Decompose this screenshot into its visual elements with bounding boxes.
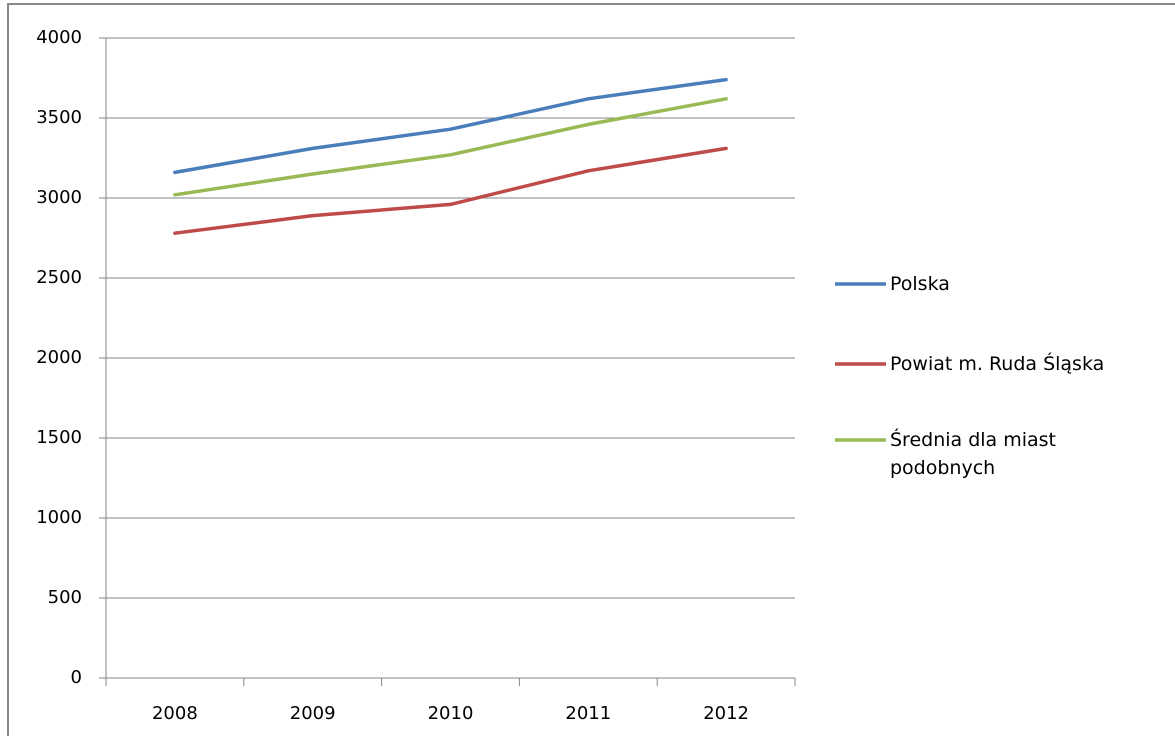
- legend-label: Średnia dla miast podobnych: [890, 429, 1057, 479]
- y-tick-label: 3500: [36, 107, 82, 128]
- x-tick-label: 2010: [428, 703, 474, 724]
- y-tick-label: 4000: [36, 27, 82, 48]
- x-tick-label: 2012: [703, 703, 749, 724]
- y-tick-label: 500: [48, 587, 82, 608]
- y-tick-label: 1000: [36, 507, 82, 528]
- y-tick-label: 0: [71, 667, 82, 688]
- y-tick-label: 1500: [36, 427, 82, 448]
- chart-frame: [7, 3, 1175, 740]
- y-tick-label: 2500: [36, 267, 82, 288]
- y-tick-label: 2000: [36, 347, 82, 368]
- series-line: [173, 77, 728, 175]
- legend-label: Powiat m. Ruda Śląska: [890, 353, 1105, 375]
- x-tick-label: 2008: [152, 703, 198, 724]
- series-line: [173, 97, 728, 197]
- series-line: [173, 146, 728, 235]
- x-tick-label: 2009: [290, 703, 336, 724]
- legend-label: Polska: [890, 273, 950, 295]
- y-tick-label: 3000: [36, 187, 82, 208]
- x-tick-label: 2011: [565, 703, 611, 724]
